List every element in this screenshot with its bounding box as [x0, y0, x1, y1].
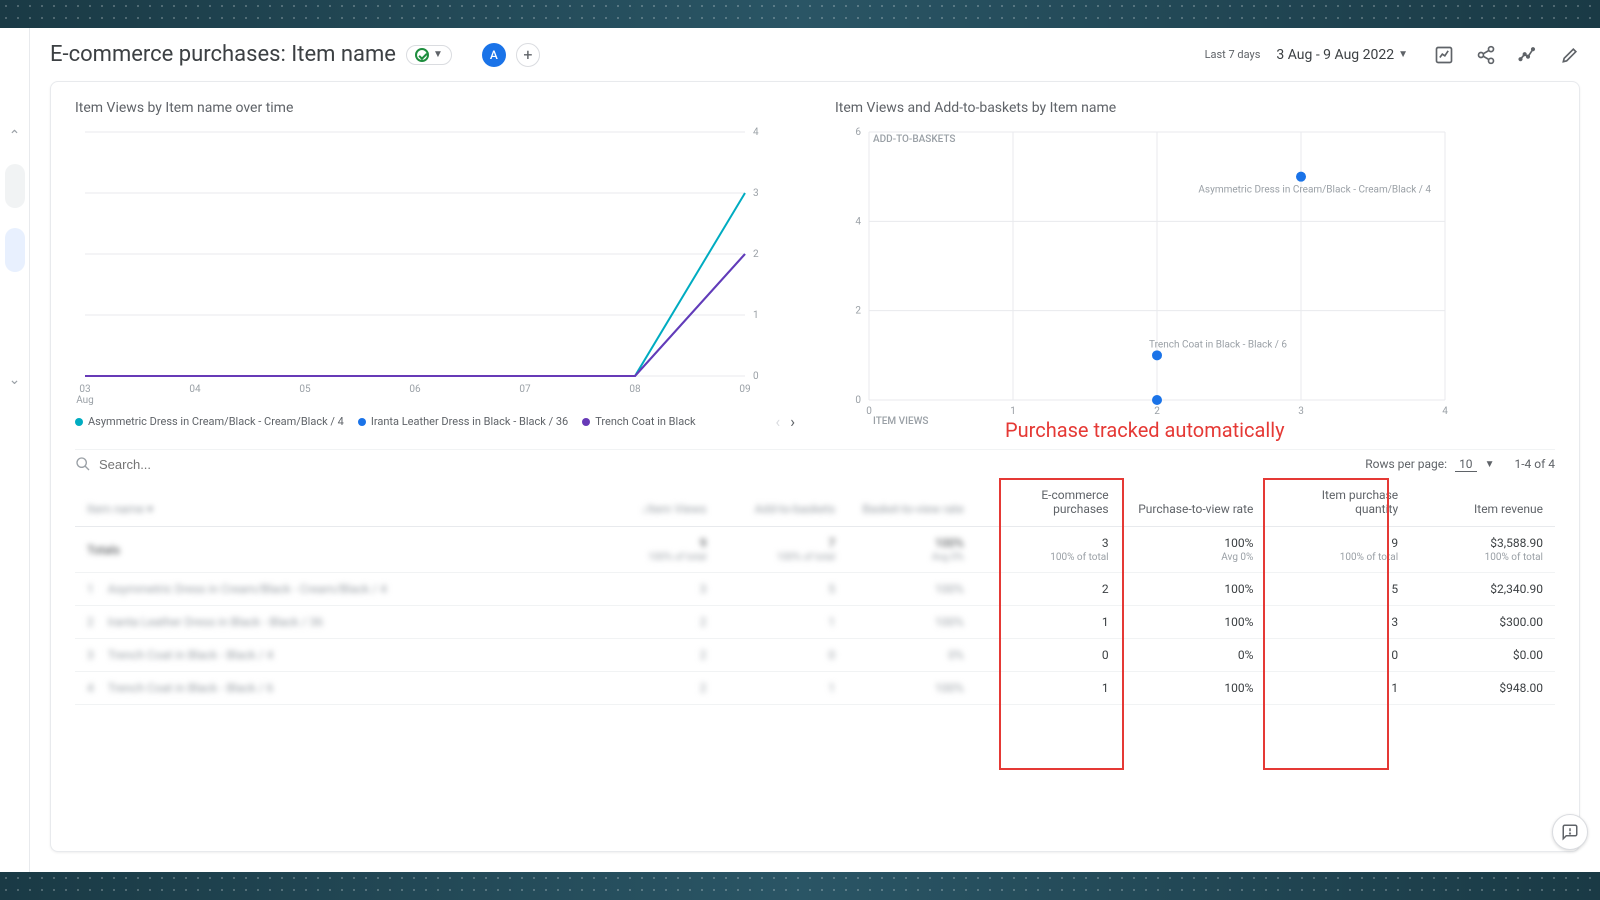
check-icon: [415, 48, 429, 62]
svg-text:03: 03: [79, 384, 90, 395]
scatter-chart-block: Item Views and Add-to-baskets by Item na…: [835, 100, 1555, 431]
table-search[interactable]: [75, 456, 1365, 472]
page-header: E-commerce purchases: Item name ▼ A + La…: [50, 28, 1580, 81]
svg-text:6: 6: [855, 127, 861, 138]
svg-text:Trench Coat in Black - Black /: Trench Coat in Black - Black / 6: [1149, 339, 1287, 350]
svg-text:2: 2: [855, 306, 861, 317]
caret-down-icon: ▼: [1398, 49, 1408, 60]
svg-text:06: 06: [409, 384, 421, 395]
caret-down-icon: ▼: [433, 49, 443, 60]
svg-text:0: 0: [753, 371, 759, 382]
scatter-chart: 0 2 4 6 0 1 2 3 4 ADD-TO-BASKETS ITEM VIEWS Asymmet…: [835, 126, 1455, 426]
svg-text:1: 1: [1010, 406, 1016, 417]
svg-text:04: 04: [189, 384, 201, 395]
report-card: Item Views by Item name over time 012340…: [50, 81, 1580, 852]
rows-per-page-label: Rows per page:: [1365, 457, 1447, 471]
trend-icon[interactable]: [1518, 45, 1538, 65]
table-row[interactable]: 1Asymmetric Dress in Cream/Black - Cream…: [75, 573, 1555, 606]
scatter-chart-title: Item Views and Add-to-baskets by Item na…: [835, 100, 1555, 116]
legend-next-icon[interactable]: ›: [790, 412, 795, 431]
rows-per-page-value[interactable]: 10: [1455, 457, 1477, 472]
line-chart-block: Item Views by Item name over time 012340…: [75, 100, 795, 431]
feedback-button[interactable]: [1552, 814, 1588, 850]
svg-text:0: 0: [855, 395, 861, 406]
date-range-value: 3 Aug - 9 Aug 2022: [1276, 47, 1394, 63]
legend-item[interactable]: Asymmetric Dress in Cream/Black - Cream/…: [75, 415, 344, 428]
svg-text:3: 3: [1298, 406, 1304, 417]
avatar[interactable]: A: [482, 43, 506, 67]
legend-prev-icon[interactable]: ‹: [775, 412, 780, 431]
share-icon[interactable]: [1476, 45, 1496, 65]
svg-text:Aug: Aug: [76, 395, 94, 406]
svg-text:2: 2: [753, 249, 759, 260]
feedback-icon: [1561, 823, 1579, 841]
add-button[interactable]: +: [516, 43, 540, 67]
page-title: E-commerce purchases: Item name: [50, 42, 396, 67]
status-pill[interactable]: ▼: [406, 45, 452, 65]
svg-text:ADD-TO-BASKETS: ADD-TO-BASKETS: [873, 134, 955, 145]
table-row[interactable]: 4Trench Coat in Black - Black / 621100%1…: [75, 672, 1555, 705]
data-table-wrap: Rows per page: 10 ▼ 1-4 of 4 Item name ▾…: [75, 449, 1555, 705]
table-row[interactable]: 3Trench Coat in Black - Black / 4200%00%…: [75, 639, 1555, 672]
svg-text:0: 0: [866, 406, 872, 417]
insights-icon[interactable]: [1434, 45, 1454, 65]
annotation-text: Purchase tracked automatically: [1005, 418, 1285, 442]
svg-text:3: 3: [753, 188, 759, 199]
chevron-up-icon[interactable]: ⌃: [9, 128, 21, 144]
svg-text:4: 4: [1442, 406, 1448, 417]
legend-item[interactable]: Iranta Leather Dress in Black - Black / …: [358, 415, 568, 428]
date-range-picker[interactable]: 3 Aug - 9 Aug 2022 ▼: [1276, 47, 1408, 63]
svg-text:4: 4: [753, 127, 759, 138]
line-chart-legend: Asymmetric Dress in Cream/Black - Cream/…: [75, 412, 795, 431]
search-input[interactable]: [99, 457, 299, 472]
edit-icon[interactable]: [1560, 45, 1580, 65]
svg-text:07: 07: [519, 384, 531, 395]
nav-pill-active[interactable]: [5, 228, 25, 272]
nav-pill[interactable]: [5, 164, 25, 208]
svg-text:2: 2: [1154, 406, 1160, 417]
line-chart-title: Item Views by Item name over time: [75, 100, 795, 116]
svg-text:4: 4: [855, 216, 861, 227]
svg-text:05: 05: [299, 384, 311, 395]
svg-text:09: 09: [739, 384, 750, 395]
caret-down-icon[interactable]: ▼: [1485, 459, 1495, 470]
data-table: Item name ▾↓Item ViewsAdd-to-basketsBask…: [75, 478, 1555, 705]
search-icon: [75, 456, 91, 472]
chevron-down-icon[interactable]: ⌄: [9, 372, 21, 388]
page-info: 1-4 of 4: [1514, 457, 1555, 471]
svg-text:ITEM VIEWS: ITEM VIEWS: [873, 416, 928, 426]
legend-item[interactable]: Trench Coat in Black: [582, 415, 695, 428]
svg-text:Asymmetric Dress in Cream/Blac: Asymmetric Dress in Cream/Black - Cream/…: [1198, 185, 1431, 196]
left-nav-rail: ⌃ ⌄: [0, 28, 30, 872]
svg-text:1: 1: [753, 310, 759, 321]
line-chart: 0 1 2 3 4 03Aug 04 05 06 07 08 09: [75, 126, 775, 406]
table-row[interactable]: 2Iranta Leather Dress in Black - Black /…: [75, 606, 1555, 639]
date-range-label: Last 7 days: [1205, 48, 1261, 61]
svg-text:08: 08: [629, 384, 641, 395]
